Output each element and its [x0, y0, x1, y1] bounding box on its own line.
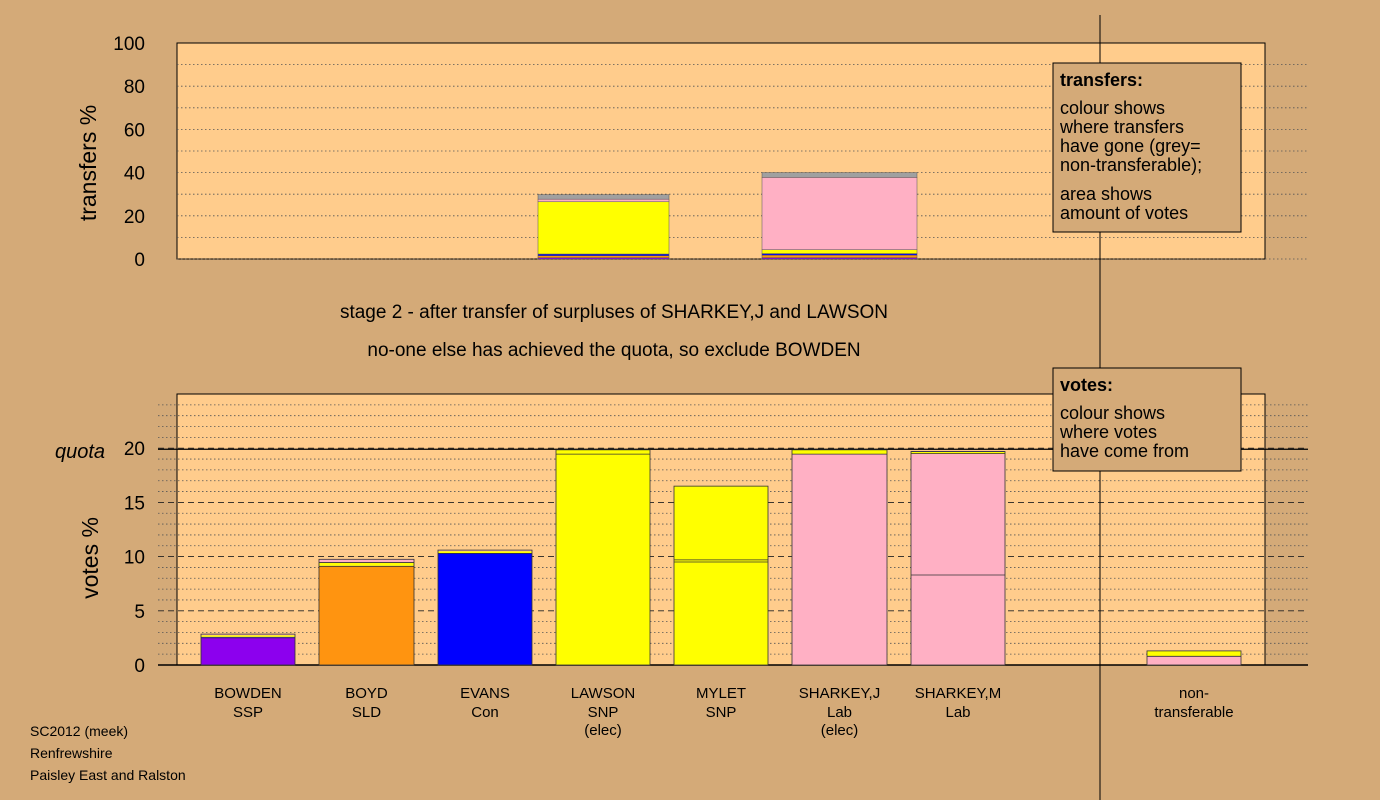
votes-panel: 0 5 10 15 20 BOWDEN SSP BOYD SLD EVANS Con LAWSON S… — [55, 393, 1308, 739]
candidate-party: SSP — [233, 704, 263, 721]
transfer-bar-segment — [537, 253, 670, 257]
transfers-legend-line: non-transferable); — [1060, 155, 1202, 175]
transfer-bar-segment — [761, 177, 918, 250]
candidate-party: Lab — [945, 704, 970, 721]
votes-tick-label: 10 — [124, 548, 145, 569]
transfers-legend-line: have gone (grey= — [1060, 136, 1201, 156]
candidate-party: SLD — [352, 704, 381, 721]
vote-bar-segment — [438, 550, 532, 552]
vote-bar-segment — [1147, 656, 1241, 665]
transfers-y-ticks: 0 20 40 60 80 100 — [113, 34, 145, 271]
candidate-party: Lab — [827, 704, 852, 721]
transfers-gridlines — [177, 64, 1308, 260]
candidate-name: SHARKEY,J — [799, 685, 880, 702]
vote-bar-segment — [319, 559, 414, 563]
candidate-party: SNP — [588, 704, 619, 721]
votes-legend-line: colour shows — [1060, 403, 1165, 423]
transfers-legend-line: where transfers — [1059, 117, 1184, 137]
vote-bar-outline — [200, 633, 296, 666]
vote-bar-segment — [438, 553, 532, 665]
vote-bar-segment — [911, 451, 1005, 454]
candidate-name: SHARKEY,M — [915, 685, 1001, 702]
candidate-name: MYLET — [696, 685, 746, 702]
vote-bar-outline — [555, 449, 651, 666]
vote-bar-segment — [201, 635, 295, 637]
votes-tick-label: 5 — [134, 602, 145, 623]
votes-y-ticks: 0 5 10 15 20 — [124, 439, 145, 677]
transfer-bar-segment — [761, 254, 918, 258]
vote-bar-segment — [201, 636, 295, 638]
votes-legend-line: have come from — [1060, 441, 1189, 461]
transfers-tick-label: 100 — [113, 34, 145, 55]
transfers-legend-title: transfers: — [1060, 70, 1143, 90]
vote-bar-segment — [911, 453, 1005, 665]
vote-bar-segment — [556, 449, 650, 665]
votes-legend-line: where votes — [1059, 422, 1157, 442]
transfers-legend-box — [1052, 62, 1242, 233]
votes-legend: votes: colour shows where votes have com… — [1052, 367, 1242, 472]
transfers-y-axis-label: transfers % — [75, 105, 101, 221]
transfers-tick-label: 80 — [124, 77, 145, 98]
vote-bar-segment — [792, 454, 887, 665]
candidate-party: Con — [471, 704, 499, 721]
vote-bar-segment — [674, 486, 768, 665]
footer-line-1: SC2012 (meek) — [30, 723, 128, 739]
votes-tick-label: 0 — [134, 656, 145, 677]
transfers-tick-label: 40 — [124, 164, 145, 185]
vote-bar-segment — [201, 634, 295, 636]
vote-bar-segment — [1147, 650, 1241, 657]
transfer-bar-segment — [761, 249, 918, 254]
transfers-legend-line: amount of votes — [1060, 203, 1188, 223]
vote-bar-outline — [318, 558, 415, 666]
candidate-name: EVANS — [460, 685, 510, 702]
vote-bar-segment — [438, 551, 532, 554]
vote-bar-outline — [910, 451, 1006, 666]
vote-bar-segment — [319, 566, 414, 665]
transfer-bar-segment — [537, 201, 670, 255]
candidate-name: BOYD — [345, 685, 388, 702]
candidate-party: transferable — [1154, 704, 1233, 721]
votes-legend-title: votes: — [1060, 375, 1113, 395]
candidate-status: (elec) — [821, 722, 859, 739]
votes-tick-label: 20 — [124, 439, 145, 460]
votes-tick-label: 15 — [124, 493, 145, 514]
transfers-legend: transfers: colour shows where transfers … — [1052, 62, 1242, 233]
vote-bar-outline — [673, 485, 769, 666]
votes-legend-box — [1052, 367, 1242, 472]
candidate-name: non- — [1179, 685, 1209, 702]
vote-bar-outline — [1146, 650, 1242, 666]
candidate-party: SNP — [706, 704, 737, 721]
stage-line-2: no-one else has achieved the quota, so e… — [367, 340, 860, 361]
footer-line-3: Paisley East and Ralston — [30, 767, 186, 783]
vote-bar-segment — [319, 562, 414, 566]
transfers-tick-label: 60 — [124, 120, 145, 141]
stage-line-1: stage 2 - after transfer of surpluses of… — [340, 302, 888, 323]
transfer-bar-segment — [537, 198, 670, 203]
transfers-tick-label: 20 — [124, 207, 145, 228]
transfer-bar-segment — [761, 172, 918, 178]
vote-bar-outline — [791, 449, 888, 666]
candidate-name: BOWDEN — [214, 685, 282, 702]
transfers-bars — [537, 172, 918, 260]
candidate-name: LAWSON — [571, 685, 635, 702]
vote-bar-segment — [792, 449, 887, 455]
candidate-labels: BOWDENSSPBOYDSLDEVANSConLAWSONSNP(elec)M… — [214, 685, 1233, 739]
transfers-legend-line: area shows — [1060, 184, 1152, 204]
transfers-tick-label: 0 — [134, 250, 145, 271]
transfer-bar-segment — [537, 255, 670, 258]
vote-bar-segment — [201, 637, 295, 665]
vote-bar-outline — [437, 549, 533, 666]
footer-line-2: Renfrewshire — [30, 745, 113, 761]
candidate-status: (elec) — [584, 722, 622, 739]
transfers-legend-line: colour shows — [1060, 98, 1165, 118]
votes-y-axis-label: votes % — [77, 517, 103, 599]
quota-label: quota — [55, 441, 105, 463]
votes-bars — [200, 449, 1242, 666]
transfer-bar-segment — [537, 194, 670, 200]
